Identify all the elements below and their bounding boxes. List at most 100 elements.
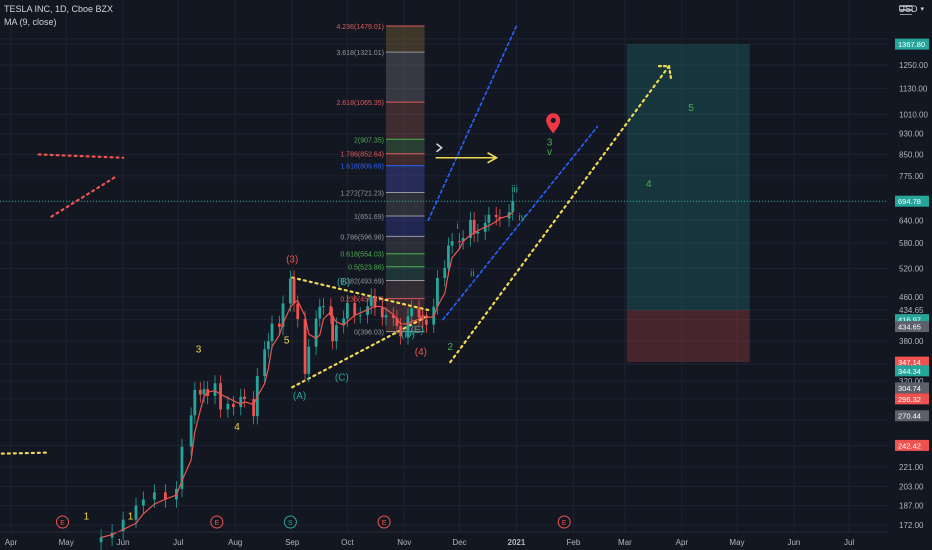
price-badge-bg [895, 356, 929, 368]
candle-body [314, 318, 318, 347]
event-circle [283, 515, 297, 529]
candle-body [476, 231, 480, 234]
candle-body [292, 278, 296, 304]
price-tick-label: 203.00 [899, 483, 924, 492]
hamburger-menu-icon[interactable] [900, 5, 912, 15]
price-badge-label: 416.97 [898, 316, 921, 325]
candle-body [281, 303, 285, 327]
fib-level-label: 1.786(852.64) [340, 152, 384, 159]
candle-body [263, 349, 267, 376]
price-tick-label: 434.65 [899, 306, 924, 315]
fib-band [385, 165, 425, 193]
fib-level-label: 0(396.03) [354, 330, 384, 337]
pin-hole [550, 117, 556, 123]
price-badge: 434.65 [895, 321, 929, 333]
target-arrowhead [657, 65, 673, 80]
candle-body [252, 399, 256, 417]
fib-level-label: 2(907.35) [354, 137, 384, 144]
price-tick-label: 172.00 [899, 521, 924, 530]
event-marker[interactable]: E [55, 515, 69, 529]
price-badge-bg [895, 393, 929, 405]
time-axis: Apr May Jun Jul Aug Sep Oct Nov Dec 2021 Feb Mar Apr… [0, 531, 888, 547]
price-badge-label: 347.14 [898, 358, 921, 367]
price-tick-label: 930.00 [899, 130, 924, 139]
event-letter: E [215, 520, 220, 527]
price-badge-bg [895, 38, 929, 50]
candle-body [447, 245, 450, 268]
price-badge: 242.42 [895, 439, 929, 451]
time-tick-label: Mar [618, 538, 632, 547]
lower-channel [442, 125, 599, 321]
pin-body [546, 113, 561, 134]
candle-body [450, 241, 454, 246]
candle-body [461, 237, 465, 242]
wave-label: iii [511, 185, 518, 196]
time-tick-label: Apr [5, 538, 18, 547]
candle-body [99, 537, 103, 543]
price-badge: 694.78 [895, 195, 929, 207]
price-badge: 296.32 [895, 393, 929, 405]
candle-body [417, 308, 421, 318]
price-tick-label: 1250.00 [899, 61, 928, 70]
wave-label: 5 [284, 336, 290, 347]
fib-band [385, 192, 425, 217]
candle-body [193, 389, 197, 416]
event-marker[interactable]: E [557, 515, 571, 529]
candle-body [198, 389, 202, 395]
event-circle [557, 515, 571, 529]
candle-body [399, 325, 403, 337]
price-axis-bg [888, 0, 932, 550]
support-line [449, 65, 671, 364]
price-tick-label: 850.00 [899, 150, 924, 159]
wave-label: (D) [401, 330, 415, 341]
candle-body [202, 389, 206, 395]
price-tick-label: 520.00 [899, 264, 924, 273]
wave-label: (A) [293, 391, 306, 402]
event-letter: E [382, 520, 387, 527]
wave-label: i [457, 221, 459, 232]
time-tick-label: 2021 [508, 538, 526, 547]
price-tick-label: 640.00 [899, 216, 924, 225]
price-badge-label: 1367.80 [898, 40, 925, 49]
candle-body [226, 403, 230, 410]
ma-indicator-label[interactable]: MA (9, close) [4, 17, 57, 27]
location-pin-icon [546, 113, 561, 134]
candle-body [380, 307, 384, 318]
grid [0, 0, 888, 532]
fib-band [385, 139, 425, 154]
symbol-title[interactable]: TESLA INC, 1D, Cboe BZX [4, 4, 114, 14]
event-marker[interactable]: E [210, 515, 224, 529]
fib-level-label: 0.5(523.86) [348, 265, 384, 272]
event-marker[interactable]: S [283, 515, 297, 529]
currency-selector[interactable]: USD ▾ [898, 4, 924, 14]
fib-band [385, 266, 425, 281]
fib-level-label: 1(651.69) [354, 214, 384, 221]
time-tick-label: Dec [452, 538, 466, 547]
price-badge-bg [895, 321, 929, 333]
stop-zone [626, 309, 750, 363]
fib-band [385, 216, 425, 237]
candle-body [384, 315, 388, 318]
fib-band [385, 25, 425, 53]
candle-body [358, 315, 362, 317]
price-tick-label: 775.00 [899, 172, 924, 181]
time-tick-label: May [59, 538, 74, 547]
wave-label: 1 [128, 512, 134, 523]
price-badge: 270.44 [895, 410, 929, 422]
event-marker[interactable]: E [377, 515, 391, 529]
fib-level-label: 2.618(1065.35) [336, 100, 383, 107]
currency-label: USD [898, 4, 918, 14]
event-letter: S [288, 520, 293, 527]
price-tick-label: 1010.00 [899, 110, 928, 119]
fib-level-label: 3.618(1321.01) [336, 50, 383, 57]
candle-body [189, 415, 193, 447]
price-badge-bg [895, 314, 929, 326]
candle-body [141, 499, 145, 506]
candle-body [307, 346, 311, 374]
candle-body [345, 302, 349, 319]
price-tick-label: 221.00 [899, 463, 924, 472]
candle-body [277, 323, 281, 327]
fib-band [385, 236, 425, 254]
time-tick-label: Oct [341, 538, 354, 547]
